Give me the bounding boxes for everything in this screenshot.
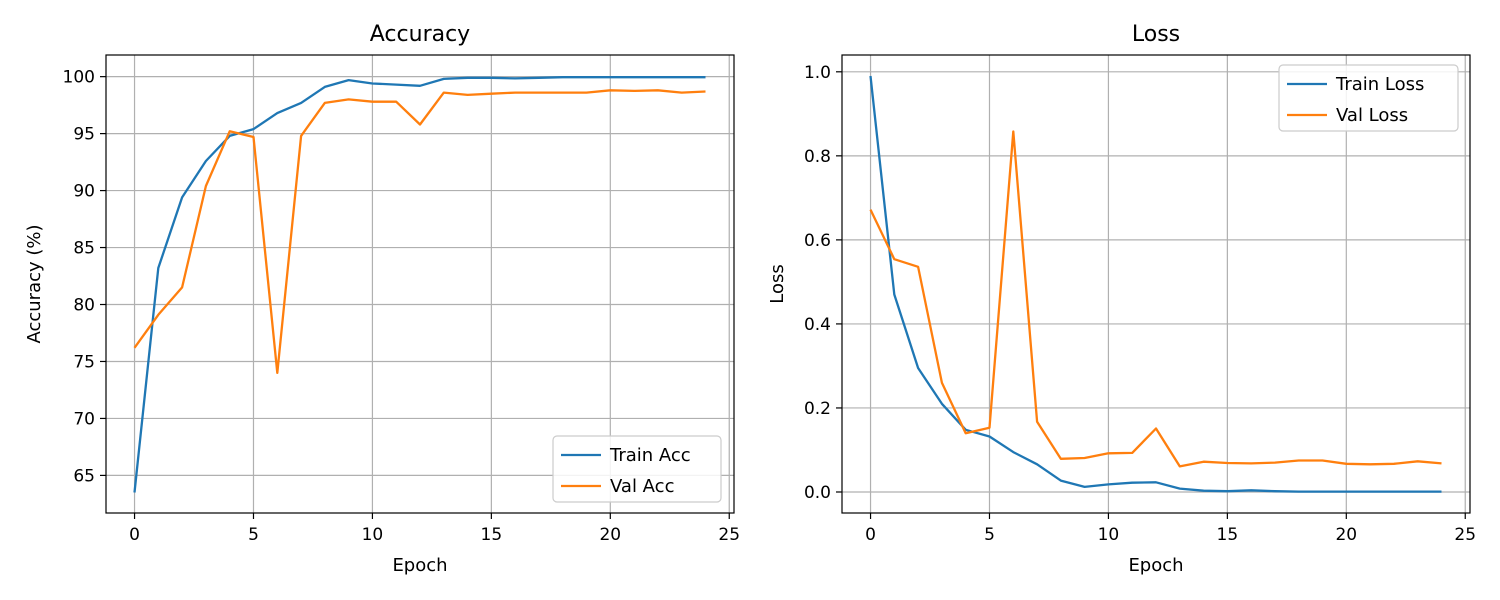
x-axis-label: Epoch xyxy=(1128,555,1183,576)
x-tick-label: 20 xyxy=(1335,525,1357,545)
y-axis-label: Accuracy (%) xyxy=(24,224,45,343)
legend: Train Loss Val Loss xyxy=(1278,64,1459,132)
x-tick-label: 5 xyxy=(248,525,259,545)
series-line-val-loss xyxy=(869,130,1442,468)
series-line-val-acc xyxy=(133,89,706,375)
legend-label: Val Loss xyxy=(1336,105,1408,126)
x-tick-label: 15 xyxy=(481,525,503,545)
x-tick-label: 15 xyxy=(1217,525,1239,545)
x-axis-label: Epoch xyxy=(392,555,447,576)
x-tick-label: 5 xyxy=(984,525,995,545)
y-tick-label: 75 xyxy=(73,352,95,372)
y-tick-label: 80 xyxy=(73,296,95,316)
chart-title: Loss xyxy=(1132,22,1180,47)
legend-label: Val Acc xyxy=(610,476,674,497)
y-tick-label: 90 xyxy=(73,182,95,202)
chart-title: Accuracy xyxy=(370,22,470,47)
x-tick-label: 20 xyxy=(599,525,621,545)
plot-frame xyxy=(841,54,1471,514)
series-line-train-acc xyxy=(133,76,706,493)
y-tick-label: 1.0 xyxy=(804,63,831,83)
y-tick-label: 85 xyxy=(73,239,95,259)
y-axis-label: Loss xyxy=(767,264,788,303)
y-tick-label: 100 xyxy=(63,68,95,88)
chart-1: 0 5 10 15 20 25 65 70 75 80 85 90 95 100 Accuracy Epoch… xyxy=(24,22,740,576)
x-tick-label: 10 xyxy=(1098,525,1120,545)
chart-2: 0 5 10 15 20 25 0.0 0.2 0.4 0.6 0.8 1.0 Loss Epoch Los… xyxy=(767,22,1476,576)
y-tick-label: 70 xyxy=(73,409,95,429)
x-tick-label: 25 xyxy=(1454,525,1476,545)
y-tick-label: 0.8 xyxy=(804,147,831,167)
legend: Train Acc Val Acc xyxy=(552,435,722,503)
x-tick-label: 0 xyxy=(129,525,140,545)
plot-frame xyxy=(105,54,735,514)
legend-label: Train Loss xyxy=(1335,74,1424,95)
series-line-train-loss xyxy=(869,75,1442,493)
y-tick-label: 0.0 xyxy=(804,483,831,503)
y-tick-label: 0.6 xyxy=(804,231,831,251)
x-tick-label: 25 xyxy=(718,525,740,545)
x-tick-label: 0 xyxy=(865,525,876,545)
y-tick-label: 95 xyxy=(73,125,95,145)
legend-label: Train Acc xyxy=(609,445,691,466)
x-tick-label: 10 xyxy=(362,525,384,545)
y-tick-label: 65 xyxy=(73,466,95,486)
y-tick-label: 0.2 xyxy=(804,399,831,419)
y-tick-label: 0.4 xyxy=(804,315,831,335)
